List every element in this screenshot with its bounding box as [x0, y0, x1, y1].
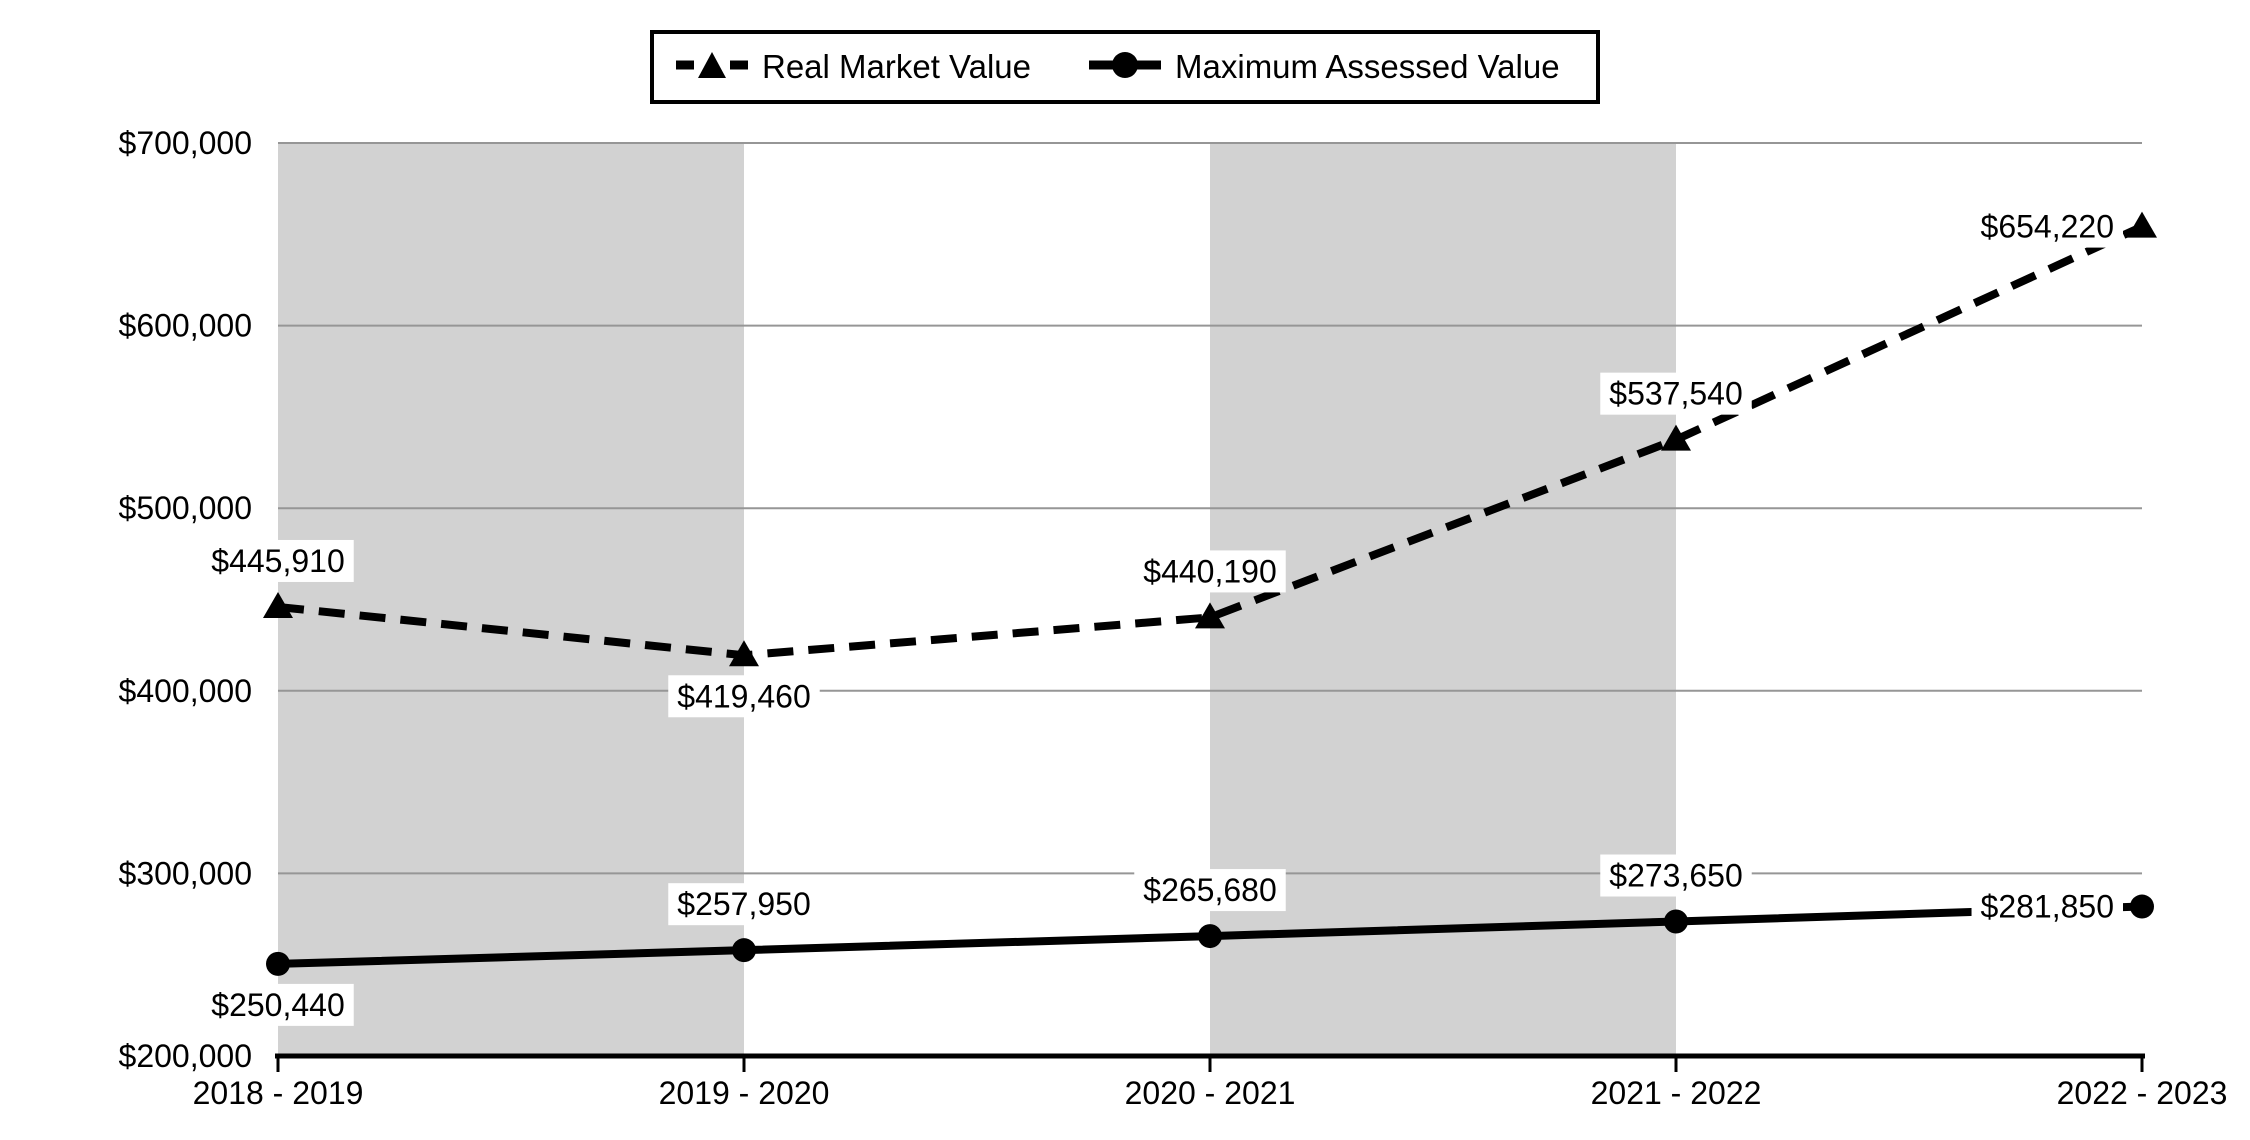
y-axis-tick-label: $500,000 [119, 490, 252, 526]
triangle-marker [1661, 424, 1691, 451]
data-point-label-background [1600, 372, 1752, 415]
data-point-label-background [1134, 869, 1286, 912]
data-point-label: $419,460 [677, 678, 810, 714]
x-axis-category-label: 2021 - 2022 [1591, 1075, 1762, 1111]
data-point-label-background [202, 983, 354, 1026]
data-point-label: $445,910 [211, 543, 344, 579]
circle-marker [1198, 924, 1222, 949]
y-axis-tick-label: $200,000 [119, 1038, 252, 1074]
data-point-label: $250,440 [211, 987, 344, 1023]
data-point-label: $273,650 [1609, 858, 1742, 894]
legend-label-real-market-value: Real Market Value [762, 48, 1032, 85]
data-point-label: $537,540 [1609, 376, 1742, 412]
data-point-label-background [668, 883, 820, 926]
data-point-label-background [202, 539, 354, 582]
series-line-dashed [277, 222, 2144, 660]
plot-band [1210, 143, 1676, 1056]
data-point-label-background [668, 675, 820, 718]
y-axis-tick-label: $400,000 [119, 673, 252, 709]
data-point-label-background [1134, 550, 1286, 593]
x-axis-category-label: 2022 - 2023 [2057, 1075, 2228, 1111]
chart-legend: Real Market Value Maximum Assessed Value [650, 30, 1600, 104]
x-axis-category-label: 2018 - 2019 [193, 1075, 364, 1111]
solid-line-circle-icon [1089, 47, 1162, 88]
circle-marker [732, 938, 756, 963]
data-point-label-background [1600, 854, 1752, 897]
legend-label-maximum-assessed-value: Maximum Assessed Value [1175, 48, 1560, 85]
circle-marker [266, 951, 290, 976]
y-axis-tick-label: $700,000 [119, 125, 252, 161]
data-label-layer: $445,910 $419,460 $440,190 $537,540 $654,220… [202, 205, 2123, 1026]
x-axis-category-label: 2020 - 2021 [1125, 1075, 1296, 1111]
dashed-line-triangle-icon [676, 47, 748, 88]
plot-band [278, 143, 744, 1056]
data-point-label-background [1971, 205, 2123, 248]
triangle-marker [263, 591, 293, 618]
legend-item-real-market-value: Real Market Value [676, 47, 1031, 88]
circle-marker [2130, 894, 2154, 919]
triangle-marker [2127, 211, 2157, 238]
data-point-label: $440,190 [1143, 553, 1276, 589]
x-axis-category-label: 2019 - 2020 [659, 1075, 830, 1111]
data-point-label: $281,850 [1981, 889, 2114, 925]
data-point-label: $265,680 [1143, 872, 1276, 908]
triangle-marker [729, 640, 759, 667]
circle-marker [1664, 909, 1688, 934]
triangle-marker [1195, 602, 1225, 629]
y-axis-tick-label: $600,000 [119, 308, 252, 344]
data-point-label: $654,220 [1981, 209, 2114, 245]
data-point-label-background [1971, 885, 2123, 928]
legend-item-maximum-assessed-value: Maximum Assessed Value [1089, 47, 1560, 88]
data-point-label: $257,950 [677, 886, 810, 922]
y-axis-tick-label: $300,000 [119, 855, 252, 891]
